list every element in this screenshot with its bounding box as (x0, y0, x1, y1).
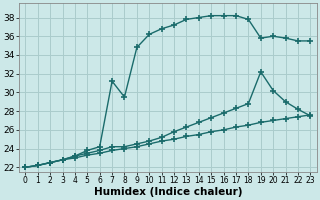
X-axis label: Humidex (Indice chaleur): Humidex (Indice chaleur) (93, 187, 242, 197)
